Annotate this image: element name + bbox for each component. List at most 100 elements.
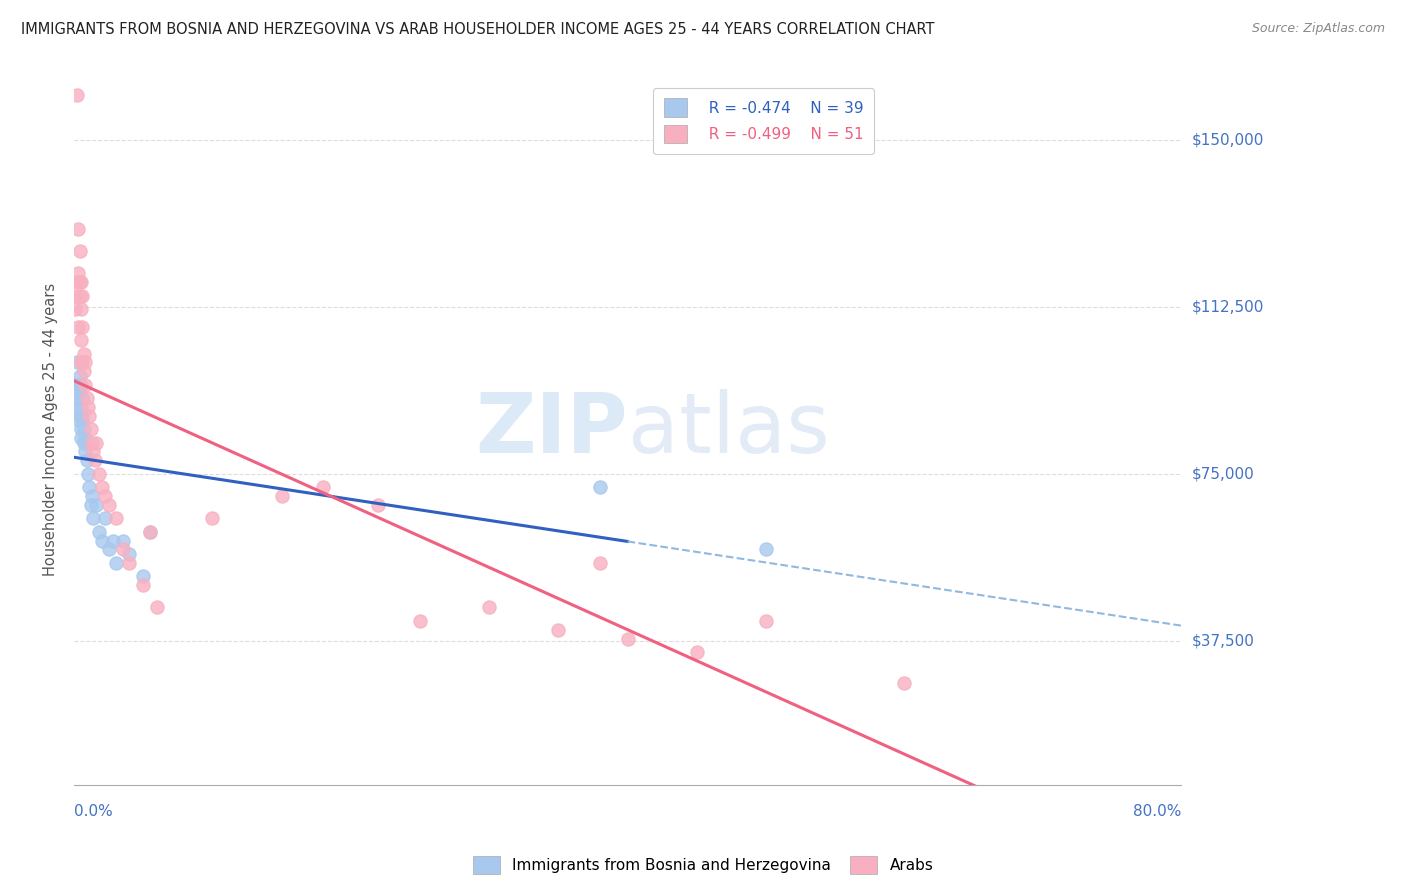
Point bbox=[69, 409, 91, 423]
Point bbox=[80, 435, 103, 450]
Point bbox=[80, 489, 103, 503]
Legend: Immigrants from Bosnia and Herzegovina, Arabs: Immigrants from Bosnia and Herzegovina, … bbox=[467, 850, 939, 880]
Point bbox=[111, 533, 134, 548]
Point bbox=[75, 377, 97, 392]
Point bbox=[84, 498, 107, 512]
Point bbox=[70, 333, 93, 347]
Point bbox=[67, 391, 90, 405]
Point bbox=[146, 600, 169, 615]
Point bbox=[69, 386, 91, 401]
Point bbox=[118, 547, 141, 561]
Point bbox=[70, 275, 93, 289]
Point bbox=[75, 444, 97, 458]
Point bbox=[66, 400, 89, 414]
Point bbox=[67, 266, 90, 280]
Point bbox=[72, 409, 94, 423]
Point bbox=[72, 355, 94, 369]
Point bbox=[72, 391, 94, 405]
Point bbox=[72, 288, 94, 302]
Point bbox=[67, 377, 90, 392]
Point bbox=[93, 489, 115, 503]
Point bbox=[75, 431, 97, 445]
Text: $75,000: $75,000 bbox=[1192, 467, 1254, 482]
Point bbox=[104, 556, 127, 570]
Point bbox=[84, 435, 107, 450]
Point bbox=[72, 319, 94, 334]
Point bbox=[409, 614, 432, 628]
Point bbox=[111, 542, 134, 557]
Point bbox=[82, 511, 104, 525]
Point bbox=[65, 288, 87, 302]
Point bbox=[139, 524, 162, 539]
Point bbox=[686, 645, 709, 659]
Point bbox=[312, 480, 335, 494]
Point bbox=[66, 88, 89, 103]
Legend:   R = -0.474    N = 39,   R = -0.499    N = 51: R = -0.474 N = 39, R = -0.499 N = 51 bbox=[654, 87, 875, 154]
Point bbox=[66, 275, 89, 289]
Point bbox=[69, 368, 91, 383]
Y-axis label: Householder Income Ages 25 - 44 years: Householder Income Ages 25 - 44 years bbox=[44, 283, 58, 575]
Point bbox=[80, 422, 103, 436]
Point bbox=[893, 676, 915, 690]
Point bbox=[77, 467, 100, 481]
Point bbox=[66, 355, 89, 369]
Point bbox=[90, 480, 112, 494]
Point bbox=[478, 600, 501, 615]
Text: IMMIGRANTS FROM BOSNIA AND HERZEGOVINA VS ARAB HOUSEHOLDER INCOME AGES 25 - 44 Y: IMMIGRANTS FROM BOSNIA AND HERZEGOVINA V… bbox=[21, 22, 935, 37]
Point bbox=[76, 391, 98, 405]
Point bbox=[270, 489, 292, 503]
Point bbox=[589, 556, 612, 570]
Point bbox=[79, 409, 101, 423]
Point bbox=[77, 400, 100, 414]
Text: 80.0%: 80.0% bbox=[1133, 804, 1181, 819]
Point bbox=[139, 524, 162, 539]
Point bbox=[616, 632, 638, 646]
Point bbox=[70, 422, 93, 436]
Point bbox=[80, 498, 103, 512]
Point bbox=[132, 578, 155, 592]
Point bbox=[65, 377, 87, 392]
Point bbox=[547, 623, 569, 637]
Point bbox=[65, 301, 87, 316]
Point bbox=[97, 498, 120, 512]
Point bbox=[83, 453, 105, 467]
Point bbox=[75, 355, 97, 369]
Point bbox=[67, 319, 90, 334]
Point bbox=[70, 355, 93, 369]
Point bbox=[589, 480, 612, 494]
Point bbox=[73, 422, 96, 436]
Point bbox=[93, 511, 115, 525]
Text: ZIP: ZIP bbox=[475, 389, 627, 470]
Point bbox=[367, 498, 389, 512]
Point bbox=[90, 533, 112, 548]
Point bbox=[69, 288, 91, 302]
Point bbox=[70, 431, 93, 445]
Point bbox=[69, 244, 91, 259]
Point bbox=[132, 569, 155, 583]
Text: 0.0%: 0.0% bbox=[75, 804, 112, 819]
Point bbox=[97, 542, 120, 557]
Point bbox=[67, 413, 90, 427]
Point bbox=[104, 511, 127, 525]
Point bbox=[79, 480, 101, 494]
Point bbox=[87, 467, 110, 481]
Point bbox=[755, 542, 778, 557]
Point bbox=[73, 346, 96, 360]
Text: $112,500: $112,500 bbox=[1192, 299, 1264, 314]
Point bbox=[70, 377, 93, 392]
Point bbox=[201, 511, 224, 525]
Text: $150,000: $150,000 bbox=[1192, 132, 1264, 147]
Point bbox=[73, 435, 96, 450]
Point bbox=[67, 222, 90, 236]
Point bbox=[69, 275, 91, 289]
Text: atlas: atlas bbox=[627, 389, 830, 470]
Point bbox=[72, 413, 94, 427]
Point bbox=[87, 524, 110, 539]
Text: Source: ZipAtlas.com: Source: ZipAtlas.com bbox=[1251, 22, 1385, 36]
Point bbox=[73, 364, 96, 378]
Point bbox=[76, 453, 98, 467]
Point bbox=[70, 400, 93, 414]
Point bbox=[755, 614, 778, 628]
Point bbox=[82, 444, 104, 458]
Point bbox=[101, 533, 124, 548]
